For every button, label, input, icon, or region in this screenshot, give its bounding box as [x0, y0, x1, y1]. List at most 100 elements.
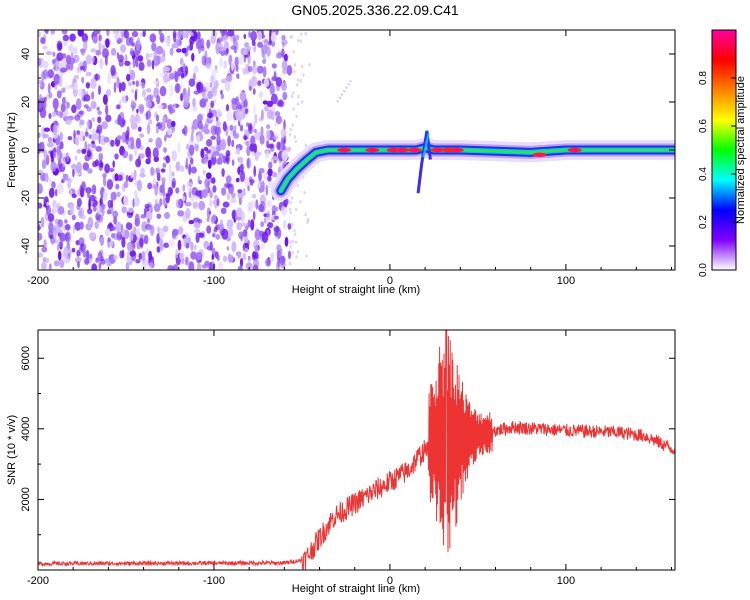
- noise-blob: [210, 100, 215, 109]
- noise-blob: [91, 144, 97, 149]
- heatmap-ylabel: Frequency (Hz): [6, 112, 18, 188]
- noise-blob: [175, 248, 179, 256]
- noise-blob: [40, 141, 45, 153]
- noise-blob: [78, 88, 84, 98]
- noise-blob: [245, 108, 248, 114]
- noise-blob: [224, 49, 229, 56]
- noise-blob: [121, 119, 126, 126]
- noise-blob: [97, 110, 102, 116]
- noise-blob: [195, 39, 202, 50]
- colorbar-tick-label: 0.2: [698, 215, 709, 229]
- noise-blob: [115, 221, 122, 233]
- noise-blob: [61, 53, 67, 59]
- chart-title: GN05.2025.336.22.09.C41: [291, 2, 459, 18]
- noise-blob: [130, 42, 135, 47]
- noise-blob: [40, 37, 46, 44]
- noise-blob: [140, 214, 147, 219]
- y-tick-label: 0: [20, 147, 32, 153]
- noise-blob: [131, 30, 139, 38]
- noise-blob: [128, 81, 132, 87]
- noise-speck: [288, 133, 292, 137]
- noise-blob: [220, 93, 224, 100]
- noise-blob: [92, 160, 98, 168]
- noise-blob: [52, 98, 59, 110]
- noise-blob: [271, 205, 277, 214]
- noise-blob: [112, 160, 115, 168]
- noise-blob: [148, 250, 153, 261]
- noise-blob: [238, 231, 244, 240]
- noise-blob: [134, 115, 142, 125]
- noise-speck: [290, 196, 294, 200]
- noise-blob: [164, 212, 170, 219]
- noise-blob: [139, 106, 144, 115]
- noise-blob: [106, 179, 114, 190]
- noise-blob: [102, 48, 109, 59]
- noise-speck: [304, 31, 307, 36]
- noise-speck: [293, 229, 296, 233]
- y-tick-label: -20: [20, 190, 32, 206]
- noise-blob: [163, 67, 171, 72]
- noise-blob: [188, 219, 195, 225]
- noise-blob: [181, 195, 186, 202]
- noise-blob: [255, 199, 259, 210]
- noise-blob: [93, 30, 101, 35]
- noise-blob: [69, 43, 73, 54]
- noise-blob: [224, 182, 231, 189]
- noise-blob: [51, 111, 57, 118]
- noise-blob: [258, 171, 262, 182]
- noise-blob: [174, 71, 179, 83]
- noise-blob: [81, 148, 87, 154]
- noise-blob: [236, 221, 243, 231]
- noise-blob: [226, 246, 230, 251]
- noise-blob: [117, 114, 122, 125]
- noise-blob: [86, 249, 90, 261]
- noise-blob: [147, 218, 151, 224]
- noise-blob: [125, 261, 130, 270]
- noise-blob: [237, 252, 241, 259]
- noise-speck: [289, 127, 292, 132]
- noise-blob: [137, 55, 144, 62]
- noise-blob: [222, 121, 227, 132]
- noise-blob: [113, 216, 117, 225]
- noise-blob: [183, 92, 190, 105]
- noise-blob: [106, 209, 112, 215]
- noise-blob: [92, 36, 98, 44]
- noise-blob: [172, 228, 179, 236]
- noise-blob: [184, 201, 192, 207]
- noise-blob: [248, 200, 256, 209]
- noise-speck: [291, 250, 294, 255]
- noise-blob: [159, 55, 166, 63]
- noise-blob: [257, 41, 263, 48]
- noise-blob: [65, 85, 71, 90]
- noise-blob: [179, 165, 185, 173]
- noise-speck: [289, 35, 293, 39]
- noise-blob: [163, 74, 169, 83]
- noise-blob: [159, 86, 167, 97]
- noise-blob: [245, 63, 251, 75]
- noise-blob: [102, 94, 108, 105]
- noise-blob: [230, 45, 237, 51]
- noise-blob: [48, 113, 52, 119]
- noise-blob: [212, 185, 217, 193]
- noise-blob: [171, 120, 176, 127]
- noise-blob: [257, 183, 261, 189]
- noise-speck: [293, 135, 296, 139]
- noise-speck: [290, 222, 294, 227]
- noise-blob: [281, 149, 289, 162]
- noise-blob: [83, 39, 88, 51]
- noise-blob: [65, 234, 70, 242]
- noise-blob: [179, 57, 184, 66]
- noise-blob: [266, 109, 273, 119]
- noise-blob: [209, 82, 213, 88]
- noise-blob: [145, 99, 152, 108]
- noise-blob: [242, 243, 246, 251]
- noise-blob: [57, 42, 63, 51]
- noise-blob: [240, 170, 246, 183]
- noise-blob: [101, 207, 105, 217]
- noise-blob: [226, 192, 231, 201]
- noise-speck: [301, 64, 304, 69]
- noise-blob: [116, 191, 121, 198]
- noise-blob: [285, 146, 292, 152]
- noise-blob: [211, 68, 219, 75]
- noise-blob: [220, 90, 223, 95]
